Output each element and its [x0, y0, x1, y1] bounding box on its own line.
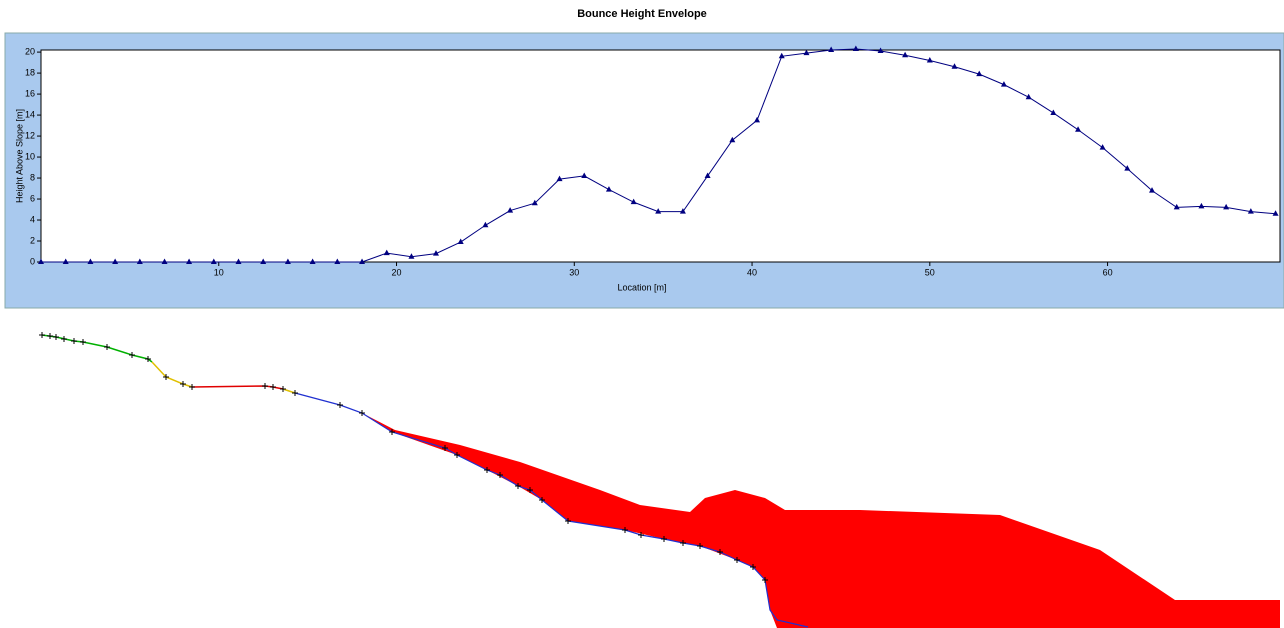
data-point: [136, 258, 143, 264]
slope-profile: [151, 361, 193, 388]
data-point: [482, 221, 489, 228]
slope-profile: [41, 334, 153, 363]
y-tick-label: 10: [25, 151, 35, 161]
data-point: [1025, 93, 1032, 100]
data-point: [877, 47, 884, 54]
data-point: [581, 172, 588, 178]
plot-area: [40, 49, 1281, 263]
data-point: [87, 258, 94, 264]
data-point: [531, 199, 538, 206]
data-point: [1149, 187, 1156, 193]
trajectory-envelope: [362, 413, 1280, 628]
y-tick-label: 0: [30, 256, 35, 266]
x-tick-label: 50: [925, 267, 935, 277]
vertex-markers: [39, 332, 768, 583]
data-point: [1247, 208, 1254, 214]
data-point: [161, 258, 168, 264]
y-tick-label: 6: [30, 193, 35, 203]
data-point: [556, 175, 563, 182]
data-point: [1272, 210, 1279, 216]
y-tick-label: 2: [30, 235, 35, 245]
data-point: [951, 63, 958, 69]
x-tick-label: 30: [569, 267, 579, 277]
y-tick-label: 12: [25, 130, 35, 140]
data-point: [309, 258, 316, 264]
slope-profile: [294, 392, 809, 628]
data-point: [383, 249, 390, 256]
y-tick-label: 16: [25, 88, 35, 98]
slope-profile: [191, 385, 284, 390]
data-point: [630, 198, 637, 205]
data-point: [1223, 203, 1230, 210]
data-point: [210, 258, 217, 264]
data-point: [284, 258, 291, 264]
slope-profile: [282, 388, 296, 394]
data-point: [852, 45, 859, 51]
data-point: [1173, 203, 1180, 210]
data-point: [334, 258, 341, 264]
data-point: [679, 208, 686, 214]
data-point: [803, 49, 810, 56]
data-point: [1198, 202, 1205, 209]
data-point: [408, 253, 415, 259]
data-point: [62, 258, 69, 264]
data-point: [926, 56, 933, 63]
x-tick-label: 20: [392, 267, 402, 277]
data-point: [1000, 81, 1007, 87]
data-point: [1050, 109, 1057, 115]
data-point: [1124, 165, 1131, 171]
data-point: [457, 238, 464, 245]
x-tick-label: 60: [1103, 267, 1113, 277]
data-point: [507, 207, 514, 213]
y-tick-label: 8: [30, 172, 35, 182]
data-point: [1075, 126, 1082, 132]
data-point: [235, 258, 242, 264]
x-tick-label: 40: [747, 267, 757, 277]
data-point: [186, 258, 193, 264]
data-point: [754, 116, 761, 123]
data-point: [976, 70, 983, 77]
data-point: [778, 52, 785, 59]
data-point: [38, 258, 44, 264]
data-point: [828, 46, 835, 52]
x-tick-label: 10: [214, 267, 224, 277]
x-axis-label: Location [m]: [617, 282, 666, 292]
chart-title: Bounce Height Envelope: [577, 8, 707, 20]
data-point: [260, 258, 267, 264]
y-axis-label: Height Above Slope [m]: [14, 109, 24, 203]
data-point: [605, 186, 612, 192]
data-point: [655, 208, 662, 214]
data-point: [112, 258, 119, 264]
y-tick-label: 20: [25, 46, 35, 56]
data-point: [359, 258, 366, 264]
data-point: [729, 136, 736, 143]
data-point: [902, 51, 909, 58]
data-point: [704, 172, 711, 178]
data-point: [432, 250, 439, 256]
y-tick-label: 14: [25, 109, 35, 119]
y-tick-label: 18: [25, 67, 35, 77]
y-tick-label: 4: [30, 214, 35, 224]
slope-view: [39, 332, 1280, 628]
data-point: [1099, 144, 1106, 150]
